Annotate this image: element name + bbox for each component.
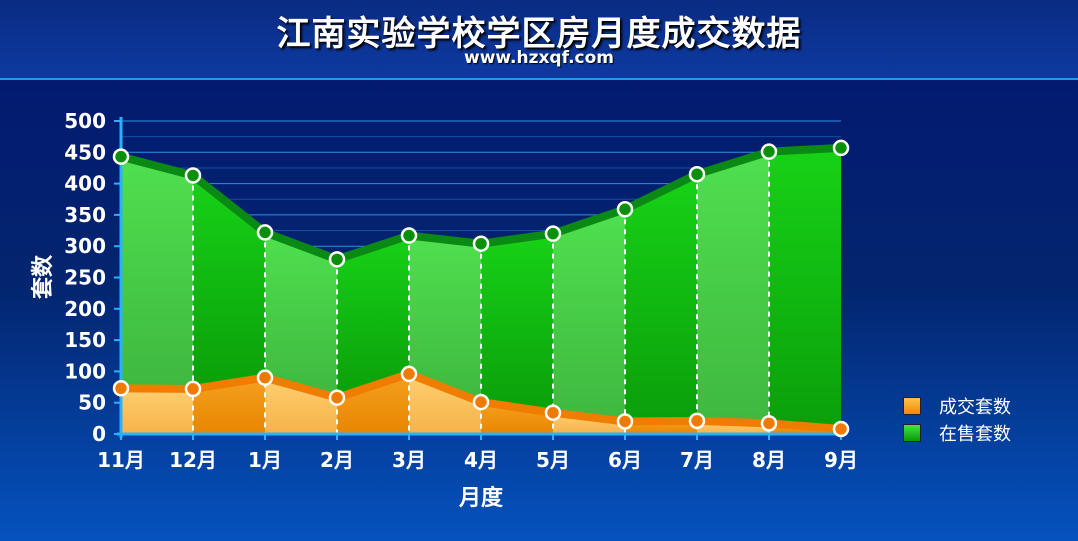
legend-swatch-deals xyxy=(903,396,921,415)
point-deals xyxy=(472,393,490,411)
point-deals xyxy=(112,380,130,397)
y-tick-label: 50 xyxy=(78,391,106,415)
y-axis-title: 套数 xyxy=(30,254,56,299)
point-listings xyxy=(544,225,562,242)
x-tick-label: 5月 xyxy=(536,448,570,472)
point-deals xyxy=(184,380,202,398)
point-listings xyxy=(328,251,346,268)
area-segment-listings xyxy=(265,232,337,398)
point-listings xyxy=(616,201,634,218)
y-tick-label: 300 xyxy=(64,234,106,258)
legend-swatch-listings xyxy=(903,423,921,442)
header: 江南实验学校学区房月度成交数据 www.hzxqf.com xyxy=(0,0,1078,78)
x-tick-label: 11月 xyxy=(97,448,145,472)
x-tick-label: 1月 xyxy=(248,448,282,472)
y-tick-label: 0 xyxy=(92,422,106,446)
area-segment-deals xyxy=(193,377,265,434)
point-listings xyxy=(760,143,778,160)
point-listings xyxy=(112,148,130,165)
x-tick-label: 3月 xyxy=(392,448,426,472)
point-listings xyxy=(400,227,418,244)
area-segment-deals xyxy=(121,388,193,434)
area-segment-listings xyxy=(697,151,769,424)
y-tick-label: 200 xyxy=(64,297,106,321)
y-tick-label: 500 xyxy=(64,109,106,133)
point-listings xyxy=(688,165,706,183)
area-segment-deals xyxy=(265,377,337,434)
x-tick-label: 9月 xyxy=(824,448,858,472)
x-tick-label: 8月 xyxy=(752,448,786,472)
point-deals xyxy=(544,404,562,421)
y-tick-label: 450 xyxy=(64,140,106,164)
legend-label-listings: 在售套数 xyxy=(939,423,1011,445)
point-listings xyxy=(256,224,274,241)
area-segment-listings xyxy=(553,209,625,422)
point-listings xyxy=(472,235,490,252)
legend-item-deals: 成交套数 xyxy=(903,392,1011,419)
x-tick-label: 4月 xyxy=(464,448,498,472)
y-tick-label: 400 xyxy=(64,172,106,196)
chart-subtitle: www.hzxqf.com xyxy=(463,48,614,68)
point-listings xyxy=(832,139,850,157)
area-segment-deals xyxy=(337,373,409,434)
area-segment-listings xyxy=(625,174,697,422)
point-deals xyxy=(400,365,418,383)
area-segment-listings xyxy=(193,175,265,389)
point-deals xyxy=(328,389,346,406)
area-segment-listings xyxy=(769,147,841,429)
x-tick-label: 7月 xyxy=(680,448,714,472)
point-deals xyxy=(688,412,706,430)
area-segment-listings xyxy=(337,235,409,398)
x-axis-title: 月度 xyxy=(458,485,504,511)
area-segment-listings xyxy=(121,156,193,389)
x-tick-label: 6月 xyxy=(608,448,642,472)
legend-label-deals: 成交套数 xyxy=(939,396,1011,418)
legend-item-listings: 在售套数 xyxy=(903,419,1011,446)
point-deals xyxy=(616,413,634,430)
x-tick-label: 2月 xyxy=(320,448,354,472)
point-deals xyxy=(832,420,850,438)
y-tick-label: 250 xyxy=(64,266,106,290)
legend: 成交套数 在售套数 xyxy=(903,392,1011,446)
y-tick-label: 100 xyxy=(64,359,106,383)
point-listings xyxy=(184,167,202,184)
chart-title: 江南实验学校学区房月度成交数据 xyxy=(276,14,802,54)
point-deals xyxy=(256,369,274,386)
area-segment-listings xyxy=(481,233,553,413)
x-tick-label: 12月 xyxy=(169,448,217,472)
area-segment-deals xyxy=(409,373,481,434)
y-tick-label: 150 xyxy=(64,328,106,352)
point-deals xyxy=(760,415,778,432)
area-segment-listings xyxy=(409,235,481,403)
y-tick-label: 350 xyxy=(64,203,106,227)
